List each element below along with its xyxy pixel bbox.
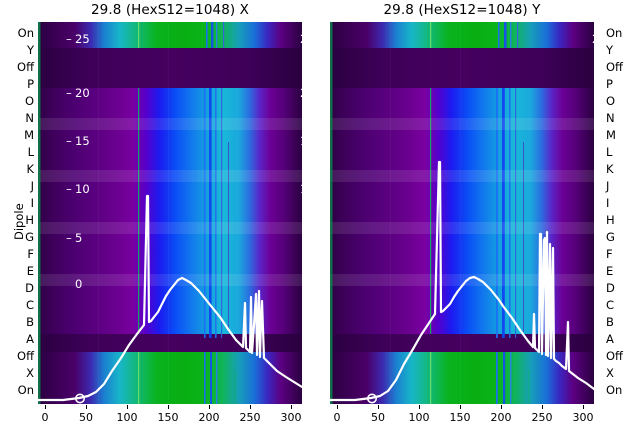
xtick-mark-right-200	[501, 405, 502, 409]
inner-ytick-right-25: 25	[300, 32, 315, 46]
xtick-label-left-250: 250	[239, 411, 261, 424]
xtick-mark-right-100	[419, 405, 420, 409]
xtick-label-left-0: 0	[41, 411, 49, 424]
cat-label-left-19: Off	[17, 349, 34, 363]
xtick-mark-right-0	[337, 405, 338, 409]
cat-label-left-21: On	[17, 383, 34, 397]
heatmap-right[interactable]	[330, 22, 594, 404]
cat-label-left-17: B	[26, 315, 34, 329]
cat-label-right-21: On	[606, 383, 623, 397]
cat-label-right-16: C	[606, 298, 615, 312]
xtick-label-left-200: 200	[198, 411, 220, 424]
cat-label-right-5: N	[606, 111, 615, 125]
cat-label-left-2: Off	[17, 60, 34, 74]
cat-label-right-13: F	[606, 247, 613, 261]
cat-label-right-9: J	[606, 179, 610, 193]
xtick-mark-left-0	[45, 405, 46, 409]
panel-title-left: 29.8 (HexS12=1048) X	[90, 2, 250, 18]
xtick-label-right-0: 0	[333, 411, 341, 424]
xtick-label-right-100: 100	[408, 411, 430, 424]
cat-label-right-7: L	[606, 145, 613, 159]
heatmap-left[interactable]	[38, 22, 302, 404]
cat-label-left-13: F	[27, 247, 34, 261]
xtick-label-right-200: 200	[490, 411, 512, 424]
inner-ytick-right-5: 5	[303, 231, 311, 245]
xtick-label-left-300: 300	[280, 411, 302, 424]
cat-label-right-19: Off	[606, 349, 623, 363]
cat-label-right-6: M	[606, 128, 616, 142]
cat-label-right-10: I	[606, 196, 610, 210]
inner-ytick-right-20: 20	[300, 86, 315, 100]
cat-label-left-0: On	[17, 26, 34, 40]
profile-trace-right	[330, 160, 594, 404]
xtick-label-left-150: 150	[157, 411, 179, 424]
xtick-mark-left-200	[209, 405, 210, 409]
cat-label-right-17: B	[606, 315, 614, 329]
cat-label-left-8: K	[26, 162, 34, 176]
cat-label-left-11: H	[25, 213, 34, 227]
cat-label-left-18: A	[26, 332, 34, 346]
cat-label-left-4: O	[24, 94, 34, 108]
xtick-mark-right-250	[542, 405, 543, 409]
cat-label-left-7: L	[27, 145, 34, 159]
xtick-mark-left-100	[127, 405, 128, 409]
cat-label-left-15: D	[25, 281, 34, 295]
xtick-label-right-150: 150	[449, 411, 471, 424]
xtick-label-right-300: 300	[572, 411, 594, 424]
xtick-mark-left-150	[168, 405, 169, 409]
cat-label-right-14: E	[606, 264, 614, 278]
xtick-mark-left-50	[86, 405, 87, 409]
inner-ytick-right-0: 0	[303, 277, 311, 291]
cat-label-right-1: Y	[606, 43, 614, 57]
cat-label-left-16: C	[25, 298, 34, 312]
xtick-mark-left-250	[250, 405, 251, 409]
cat-label-right-11: H	[606, 213, 615, 227]
cat-label-right-20: X	[606, 366, 614, 380]
cat-label-right-4: O	[606, 94, 616, 108]
profile-trace-left	[38, 194, 302, 404]
cat-label-left-20: X	[26, 366, 34, 380]
xtick-label-right-250: 250	[531, 411, 553, 424]
heatmap-image-left	[38, 22, 302, 404]
inner-ytick-right-10: 10	[300, 182, 315, 196]
cat-label-right-15: D	[606, 281, 615, 295]
xtick-label-left-50: 50	[79, 411, 93, 424]
cat-label-left-3: P	[27, 77, 34, 91]
cat-label-right-18: A	[606, 332, 614, 346]
cat-label-left-1: Y	[26, 43, 34, 57]
cat-label-left-6: M	[24, 128, 34, 142]
cat-label-right-8: K	[606, 162, 614, 176]
xtick-mark-left-300	[291, 405, 292, 409]
cat-label-left-12: G	[25, 230, 34, 244]
cat-label-left-14: E	[26, 264, 34, 278]
panel-title-right: 29.8 (HexS12=1048) Y	[383, 2, 541, 18]
cat-label-right-0: On	[606, 26, 623, 40]
cat-label-left-5: N	[25, 111, 34, 125]
xtick-label-left-100: 100	[116, 411, 138, 424]
cat-label-left-10: I	[30, 196, 34, 210]
cat-label-right-3: P	[606, 77, 613, 91]
xtick-label-right-50: 50	[371, 411, 385, 424]
cat-label-right-12: G	[606, 230, 615, 244]
xtick-mark-right-50	[378, 405, 379, 409]
inner-ytick-right-15: 15	[300, 134, 315, 148]
inner-ytick-right2-25: 25	[592, 32, 607, 46]
xtick-mark-right-150	[460, 405, 461, 409]
cat-label-right-2: Off	[606, 60, 623, 74]
cat-label-left-9: J	[30, 179, 34, 193]
xtick-mark-right-300	[583, 405, 584, 409]
